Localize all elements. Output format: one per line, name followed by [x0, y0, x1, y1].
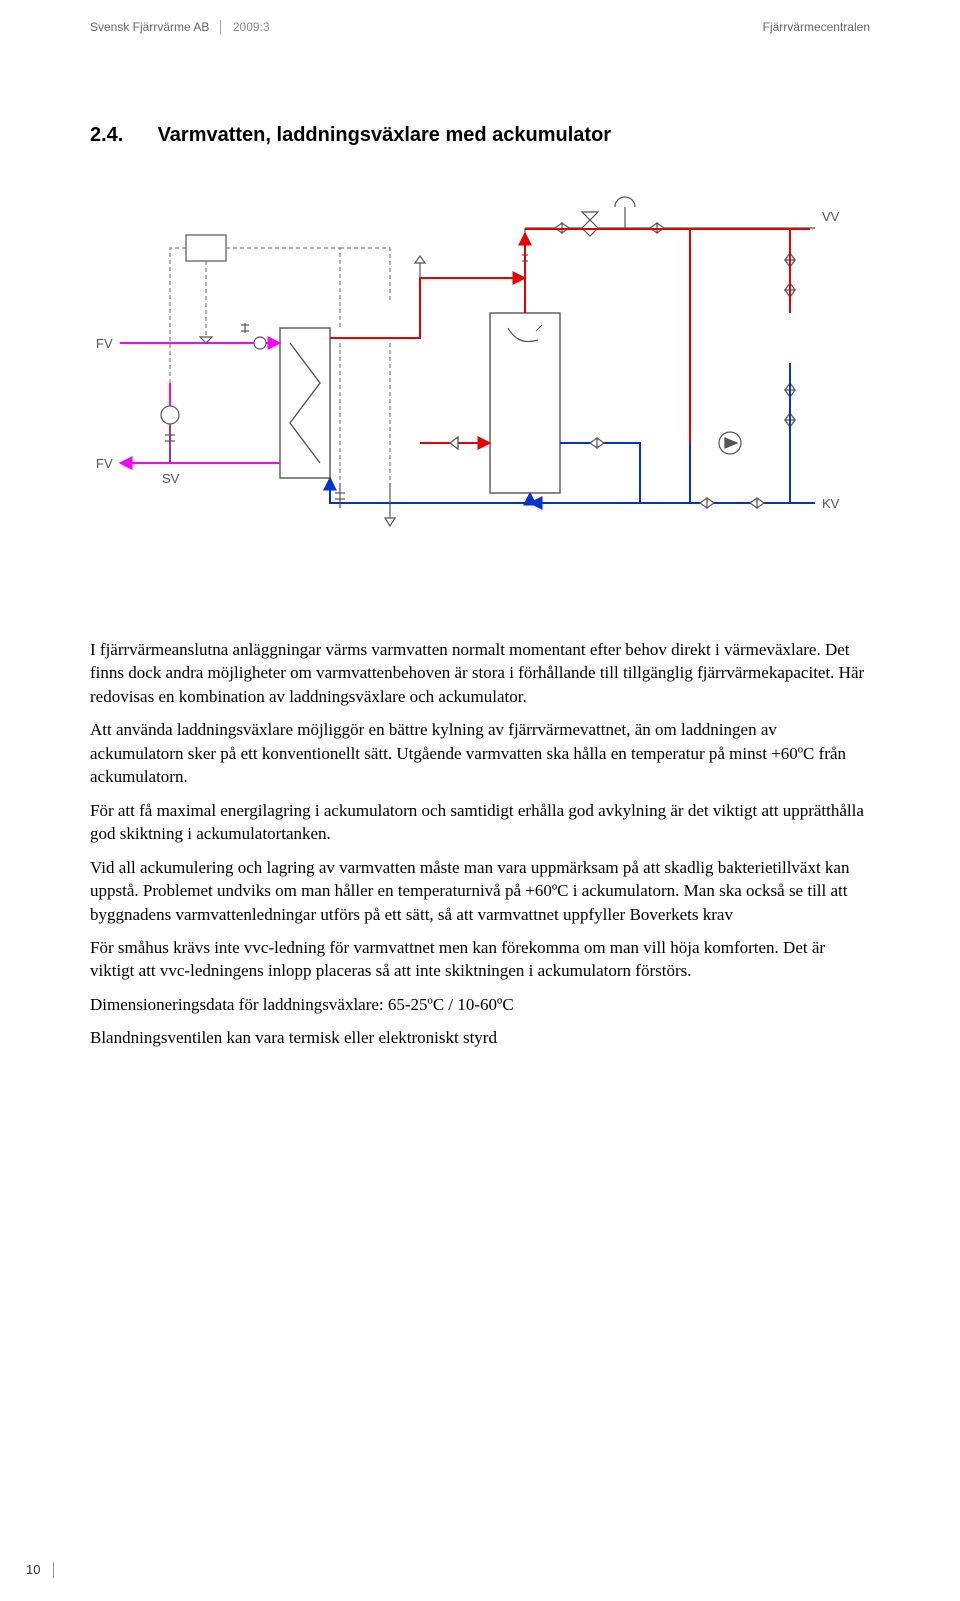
- paragraph: I fjärrvärmeanslutna anläggningar värms …: [90, 638, 870, 708]
- label-fv-top: FV: [96, 336, 113, 351]
- paragraph: Att använda laddningsväxlare möjliggör e…: [90, 718, 870, 788]
- sv-valve-icon: [161, 406, 179, 463]
- paragraph: För småhus krävs inte vvc-ledning för va…: [90, 936, 870, 983]
- paragraph: Vid all ackumulering och lagring av varm…: [90, 856, 870, 926]
- section-number: 2.4.: [90, 124, 152, 147]
- mixing-valve-icon: [522, 197, 815, 313]
- page-header: Svensk Fjärrvärme AB │ 2009:3 Fjärrvärme…: [90, 20, 870, 34]
- hot-supply-pipes: [120, 343, 280, 463]
- drain-valve-icon: [335, 483, 395, 526]
- accumulator-tank-icon: [490, 313, 560, 493]
- paragraph: För att få maximal energilagring i ackum…: [90, 799, 870, 846]
- page-number: 10 │: [26, 1562, 58, 1577]
- label-vv: VV: [822, 209, 840, 224]
- page-number-bar: │: [50, 1562, 58, 1577]
- cold-pipes: [330, 363, 815, 503]
- header-org: Svensk Fjärrvärme AB: [90, 20, 209, 34]
- label-fv-bot: FV: [96, 456, 113, 471]
- header-doc-ref: 2009:3: [233, 20, 270, 34]
- header-divider: │: [217, 20, 225, 34]
- pump-icon: [719, 432, 741, 454]
- paragraph: Dimensioneringsdata för laddningsväxlare…: [90, 993, 870, 1016]
- rc-box-icon: [186, 235, 226, 261]
- header-left: Svensk Fjärrvärme AB │ 2009:3: [90, 20, 270, 34]
- page: Svensk Fjärrvärme AB │ 2009:3 Fjärrvärme…: [0, 0, 960, 1601]
- piping-diagram: RC FV FV SV VV KV: [90, 183, 850, 563]
- section-title-text: Varmvatten, laddningsväxlare med ackumul…: [158, 124, 612, 146]
- paragraph: Blandningsventilen kan vara termisk elle…: [90, 1026, 870, 1049]
- air-vent-icon: [415, 256, 425, 278]
- body-text: I fjärrvärmeanslutna anläggningar värms …: [90, 638, 870, 1050]
- check-valve-icon: [450, 437, 458, 449]
- hot-primary-pipes: [330, 229, 810, 443]
- heat-exchanger-icon: [280, 328, 330, 478]
- temp-sensor-icon: [241, 323, 249, 333]
- section-heading: 2.4. Varmvatten, laddningsväxlare med ac…: [90, 124, 870, 147]
- label-sv: SV: [162, 471, 180, 486]
- label-kv: KV: [822, 496, 840, 511]
- page-number-value: 10: [26, 1562, 40, 1577]
- header-title-right: Fjärrvärmecentralen: [763, 20, 870, 34]
